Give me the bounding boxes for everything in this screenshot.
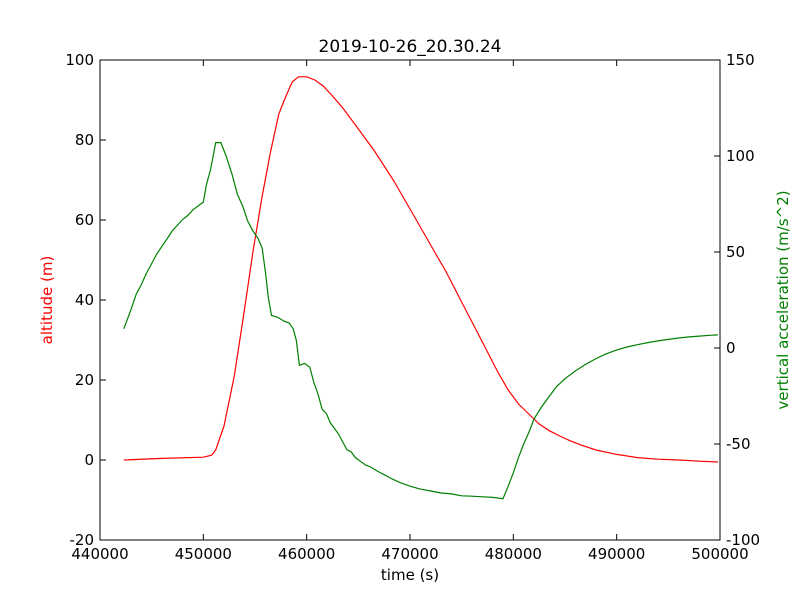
x-tick-label: 490000 xyxy=(588,545,645,563)
x-axis: 440000 450000 460000 470000 480000 490000 5000… xyxy=(71,60,749,563)
left-tick-label: 40 xyxy=(75,291,94,309)
x-tick-label: 470000 xyxy=(381,545,438,563)
x-tick-label: 440000 xyxy=(71,545,128,563)
right-tick-label: 50 xyxy=(726,243,745,261)
chart-title: 2019-10-26_20.30.24 xyxy=(319,37,502,57)
x-tick-label: 460000 xyxy=(278,545,335,563)
right-y-axis-label: vertical acceleration (m/s^2) xyxy=(774,190,792,409)
right-tick-label: -50 xyxy=(726,435,751,453)
plot-area: 440000 450000 460000 470000 480000 490000 5000… xyxy=(65,51,760,563)
x-tick-label: 450000 xyxy=(175,545,232,563)
left-y-axis: -20 0 20 40 60 80 100 xyxy=(65,51,106,549)
series-layer xyxy=(123,76,718,500)
series-line-altitude xyxy=(123,76,718,463)
x-tick-label: 480000 xyxy=(485,545,542,563)
x-axis-label: time (s) xyxy=(381,566,439,584)
right-tick-label: 150 xyxy=(726,51,755,69)
right-tick-label: -100 xyxy=(726,531,760,549)
left-y-axis-label: altitude (m) xyxy=(38,256,56,345)
right-tick-label: 100 xyxy=(726,147,755,165)
left-tick-label: 80 xyxy=(75,131,94,149)
series-line-acceleration xyxy=(123,142,718,500)
left-tick-label: 100 xyxy=(65,51,94,69)
left-tick-label: -20 xyxy=(70,531,95,549)
left-tick-label: 20 xyxy=(75,371,94,389)
x-tick-label: 500000 xyxy=(691,545,748,563)
right-y-axis: -100 -50 0 50 100 150 xyxy=(714,51,760,549)
right-tick-label: 0 xyxy=(726,339,736,357)
left-tick-label: 60 xyxy=(75,211,94,229)
left-tick-label: 0 xyxy=(84,451,94,469)
